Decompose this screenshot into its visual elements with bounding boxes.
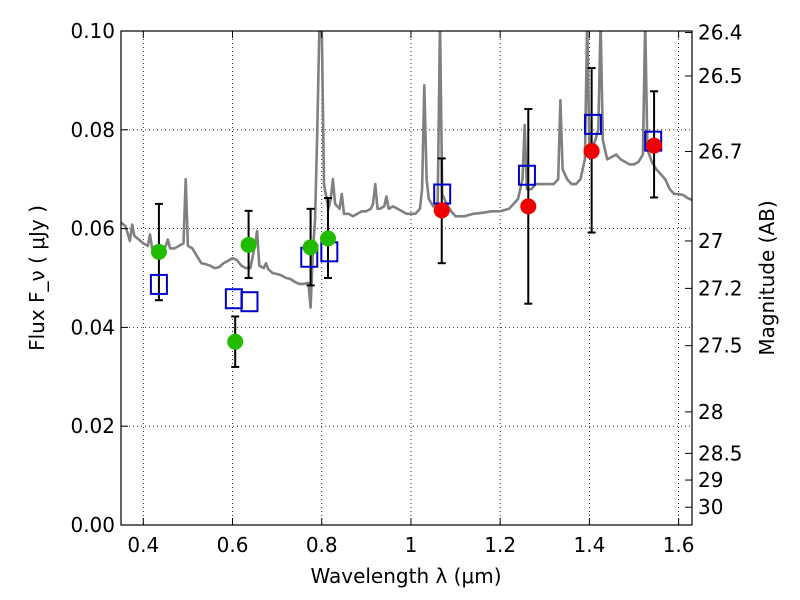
- right-axis-ticks: 26.4 26.5 26.7 27 27.2 27.5 28 28.5 29 30: [685, 20, 743, 519]
- x-tick-label: 1.2: [484, 533, 516, 557]
- x-tick-label: 0.8: [306, 533, 338, 557]
- model-photometry-square: [149, 273, 168, 295]
- right-tick-label: 28.5: [698, 441, 743, 465]
- x-tick-label: 1.6: [663, 533, 695, 557]
- model-photometry-square: [240, 291, 259, 313]
- y-tick-label: 0.04: [70, 315, 115, 339]
- model-photometry-square: [224, 288, 243, 310]
- grid-lines: [121, 31, 692, 525]
- error-bars: [154, 67, 659, 368]
- right-tick-label: 28: [698, 400, 723, 424]
- y-axis-label: Flux F_ν ( μJy ): [25, 205, 49, 351]
- x-tick-label: 0.6: [217, 533, 249, 557]
- right-tick-label: 30: [698, 495, 723, 519]
- right-tick-label: 29: [698, 468, 723, 492]
- y-tick-label: 0.02: [70, 414, 115, 438]
- right-tick-label: 27: [698, 229, 723, 253]
- observed-red-point: [646, 137, 663, 154]
- observed-green-point: [227, 333, 244, 350]
- model-spectrum: [121, 31, 692, 309]
- right-tick-label: 27.5: [698, 334, 743, 358]
- right-tick-label: 27.2: [698, 276, 743, 300]
- observed-red-point: [433, 202, 450, 219]
- x-tick-label: 1: [405, 533, 418, 557]
- right-tick-label: 26.7: [698, 140, 743, 164]
- right-axis-label: Magnitude (AB): [755, 200, 779, 355]
- observed-green-point: [302, 239, 319, 256]
- spectrum-line: [121, 31, 692, 309]
- y-tick-label: 0.06: [70, 217, 115, 241]
- y-axis-ticks: 0.00 0.02 0.04 0.06 0.08 0.10: [70, 19, 128, 537]
- observed-green-point: [319, 230, 336, 247]
- right-tick-label: 26.5: [698, 64, 743, 88]
- x-axis-label: Wavelength λ (μm): [310, 564, 501, 588]
- y-tick-label: 0.00: [70, 513, 115, 537]
- x-tick-label: 0.4: [127, 533, 159, 557]
- observed-green-point: [150, 243, 167, 260]
- x-axis-ticks: 0.4 0.6 0.8 1 1.2 1.4 1.6: [127, 31, 695, 557]
- observed-red-point: [520, 198, 537, 215]
- observed-red-point: [583, 143, 600, 160]
- x-tick-label: 1.4: [573, 533, 605, 557]
- plot-frame: [120, 30, 693, 526]
- model-photometry-square: [517, 164, 536, 186]
- model-photometry-square: [583, 113, 602, 135]
- observed-green-point: [240, 236, 257, 253]
- observed-points: [150, 137, 663, 350]
- right-tick-label: 26.4: [698, 20, 743, 44]
- y-tick-label: 0.08: [70, 118, 115, 142]
- y-tick-label: 0.10: [70, 19, 115, 43]
